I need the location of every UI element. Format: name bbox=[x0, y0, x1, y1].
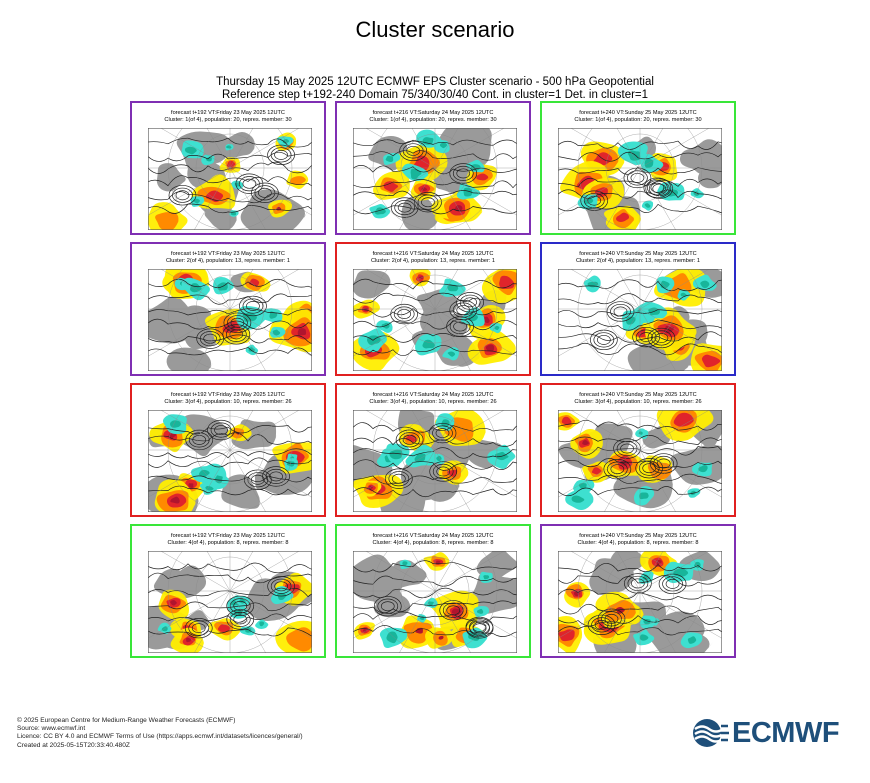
footer-source: Source: www.ecmwf.int bbox=[17, 725, 86, 733]
geopotential-map bbox=[148, 128, 312, 230]
map-frame bbox=[558, 269, 722, 371]
geopotential-map bbox=[148, 410, 312, 512]
panel-title: forecast t+192 VT:Friday 23 May 2025 12U… bbox=[171, 110, 285, 116]
footer-created: Created at 2025-05-15T20:33:40.480Z bbox=[17, 741, 130, 749]
graticule bbox=[148, 128, 312, 230]
positive-anomaly bbox=[558, 551, 680, 653]
negative-anomaly bbox=[358, 278, 502, 361]
geopotential-contours bbox=[558, 279, 722, 356]
panel-title: forecast t+192 VT:Friday 23 May 2025 12U… bbox=[171, 533, 285, 539]
geopotential-contours bbox=[148, 137, 312, 214]
chart-subtitle-line1: Thursday 15 May 2025 12UTC ECMWF EPS Clu… bbox=[216, 76, 654, 88]
footer-licence: Licence: CC BY 4.0 and ECMWF Terms of Us… bbox=[17, 733, 303, 741]
panel-title: forecast t+240 VT:Sunday 25 May 2025 12U… bbox=[579, 251, 697, 257]
geopotential-contours bbox=[148, 278, 312, 356]
negative-anomaly bbox=[633, 559, 704, 649]
panel-cluster-info: Cluster: 2(of 4), population: 13, repres… bbox=[165, 258, 291, 264]
geopotential-map bbox=[353, 128, 517, 230]
panel-cluster-info: Cluster: 3(of 4), population: 10, repres… bbox=[369, 399, 497, 405]
graticule bbox=[148, 269, 312, 371]
graticule bbox=[148, 410, 312, 512]
panel-title: forecast t+240 VT:Sunday 25 May 2025 12U… bbox=[579, 533, 697, 539]
map-frame bbox=[353, 410, 517, 512]
map-frame bbox=[353, 128, 517, 230]
graticule bbox=[353, 410, 517, 512]
geopotential-map bbox=[558, 551, 722, 653]
map-frame bbox=[353, 551, 517, 653]
panel-cluster-info: Cluster: 1(of 4), population: 20, repres… bbox=[164, 117, 292, 123]
forecast-panel: forecast t+216 VT:Saturday 24 May 2025 1… bbox=[335, 383, 531, 517]
geopotential-contours bbox=[353, 422, 517, 498]
panel-cluster-info: Cluster: 4(of 4), population: 8, repres.… bbox=[167, 540, 289, 546]
forecast-panel: forecast t+240 VT:Sunday 25 May 2025 12U… bbox=[540, 383, 736, 517]
graticule bbox=[558, 410, 722, 512]
positive-anomaly bbox=[158, 572, 312, 653]
chart-subtitle-line2: Reference step t+192-240 Domain 75/340/3… bbox=[221, 89, 649, 101]
geopotential-map bbox=[353, 269, 517, 371]
geopotential-contours bbox=[558, 563, 722, 636]
positive-anomaly bbox=[558, 410, 717, 483]
forecast-panel: forecast t+192 VT:Friday 23 May 2025 12U… bbox=[130, 524, 326, 658]
geopotential-map bbox=[148, 551, 312, 653]
panel-title: forecast t+192 VT:Friday 23 May 2025 12U… bbox=[171, 251, 285, 257]
panel-title: forecast t+216 VT:Saturday 24 May 2025 1… bbox=[372, 392, 494, 398]
ecmwf-logo-text: ECMWF bbox=[732, 717, 840, 749]
footer: © 2025 European Centre for Medium-Range … bbox=[17, 717, 303, 750]
map-frame bbox=[353, 269, 517, 371]
geopotential-map bbox=[148, 269, 312, 371]
geopotential-map bbox=[558, 128, 722, 230]
panel-title: forecast t+240 VT:Sunday 25 May 2025 12U… bbox=[579, 392, 697, 398]
panel-title: forecast t+192 VT:Friday 23 May 2025 12U… bbox=[171, 392, 285, 398]
panel-cluster-info: Cluster: 2(of 4), population: 13, repres… bbox=[370, 258, 496, 264]
ecmwf-logo: ECMWF bbox=[692, 717, 854, 749]
map-frame bbox=[148, 269, 312, 371]
panel-cluster-info: Cluster: 4(of 4), population: 8, repres.… bbox=[577, 540, 699, 546]
map-frame bbox=[148, 551, 312, 653]
graticule bbox=[558, 269, 722, 371]
panel-cluster-info: Cluster: 1(of 4), population: 20, repres… bbox=[369, 117, 497, 123]
forecast-panel: forecast t+240 VT:Sunday 25 May 2025 12U… bbox=[540, 242, 736, 376]
cluster-panel-grid: forecast t+192 VT:Friday 23 May 2025 12U… bbox=[130, 101, 740, 661]
panel-cluster-info: Cluster: 3(of 4), population: 10, repres… bbox=[164, 399, 292, 405]
forecast-panel: forecast t+216 VT:Saturday 24 May 2025 1… bbox=[335, 242, 531, 376]
forecast-panel: forecast t+192 VT:Friday 23 May 2025 12U… bbox=[130, 383, 326, 517]
panel-cluster-info: Cluster: 3(of 4), population: 10, repres… bbox=[574, 399, 702, 405]
geopotential-contours bbox=[353, 278, 517, 357]
graticule bbox=[353, 128, 517, 230]
graticule bbox=[353, 551, 517, 653]
geopotential-map bbox=[558, 269, 722, 371]
graticule bbox=[558, 551, 722, 653]
graticule bbox=[558, 128, 722, 230]
page-title: Cluster scenario bbox=[355, 17, 515, 42]
geopotential-contours bbox=[353, 139, 517, 218]
panel-cluster-info: Cluster: 2(of 4), population: 13, repres… bbox=[575, 258, 701, 264]
map-frame bbox=[558, 128, 722, 230]
panel-title: forecast t+216 VT:Saturday 24 May 2025 1… bbox=[372, 533, 494, 539]
panel-cluster-info: Cluster: 1(of 4), population: 20, repres… bbox=[574, 117, 702, 123]
graticule bbox=[353, 269, 517, 371]
geopotential-map bbox=[353, 410, 517, 512]
geopotential-map bbox=[558, 410, 722, 512]
map-frame bbox=[558, 410, 722, 512]
panel-title: forecast t+216 VT:Saturday 24 May 2025 1… bbox=[372, 110, 494, 116]
forecast-panel: forecast t+192 VT:Friday 23 May 2025 12U… bbox=[130, 242, 326, 376]
geopotential-contours bbox=[558, 140, 722, 214]
forecast-panel: forecast t+192 VT:Friday 23 May 2025 12U… bbox=[130, 101, 326, 235]
map-frame bbox=[148, 128, 312, 230]
footer-copyright: © 2025 European Centre for Medium-Range … bbox=[17, 717, 236, 724]
forecast-panel: forecast t+216 VT:Saturday 24 May 2025 1… bbox=[335, 101, 531, 235]
geopotential-contours bbox=[148, 562, 312, 639]
panel-cluster-info: Cluster: 4(of 4), population: 8, repres.… bbox=[372, 540, 494, 546]
geopotential-map bbox=[353, 551, 517, 653]
map-frame bbox=[148, 410, 312, 512]
ecmwf-logo-icon bbox=[693, 719, 729, 747]
graticule bbox=[148, 551, 312, 653]
panel-title: forecast t+240 VT:Sunday 25 May 2025 12U… bbox=[579, 110, 697, 116]
panel-title: forecast t+216 VT:Saturday 24 May 2025 1… bbox=[372, 251, 494, 257]
map-frame bbox=[558, 551, 722, 653]
forecast-panel: forecast t+240 VT:Sunday 25 May 2025 12U… bbox=[540, 524, 736, 658]
forecast-panel: forecast t+216 VT:Saturday 24 May 2025 1… bbox=[335, 524, 531, 658]
forecast-panel: forecast t+240 VT:Sunday 25 May 2025 12U… bbox=[540, 101, 736, 235]
